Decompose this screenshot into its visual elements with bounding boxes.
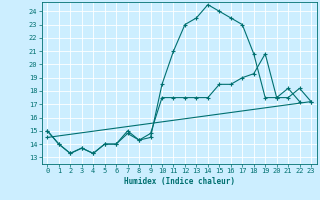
X-axis label: Humidex (Indice chaleur): Humidex (Indice chaleur) bbox=[124, 177, 235, 186]
